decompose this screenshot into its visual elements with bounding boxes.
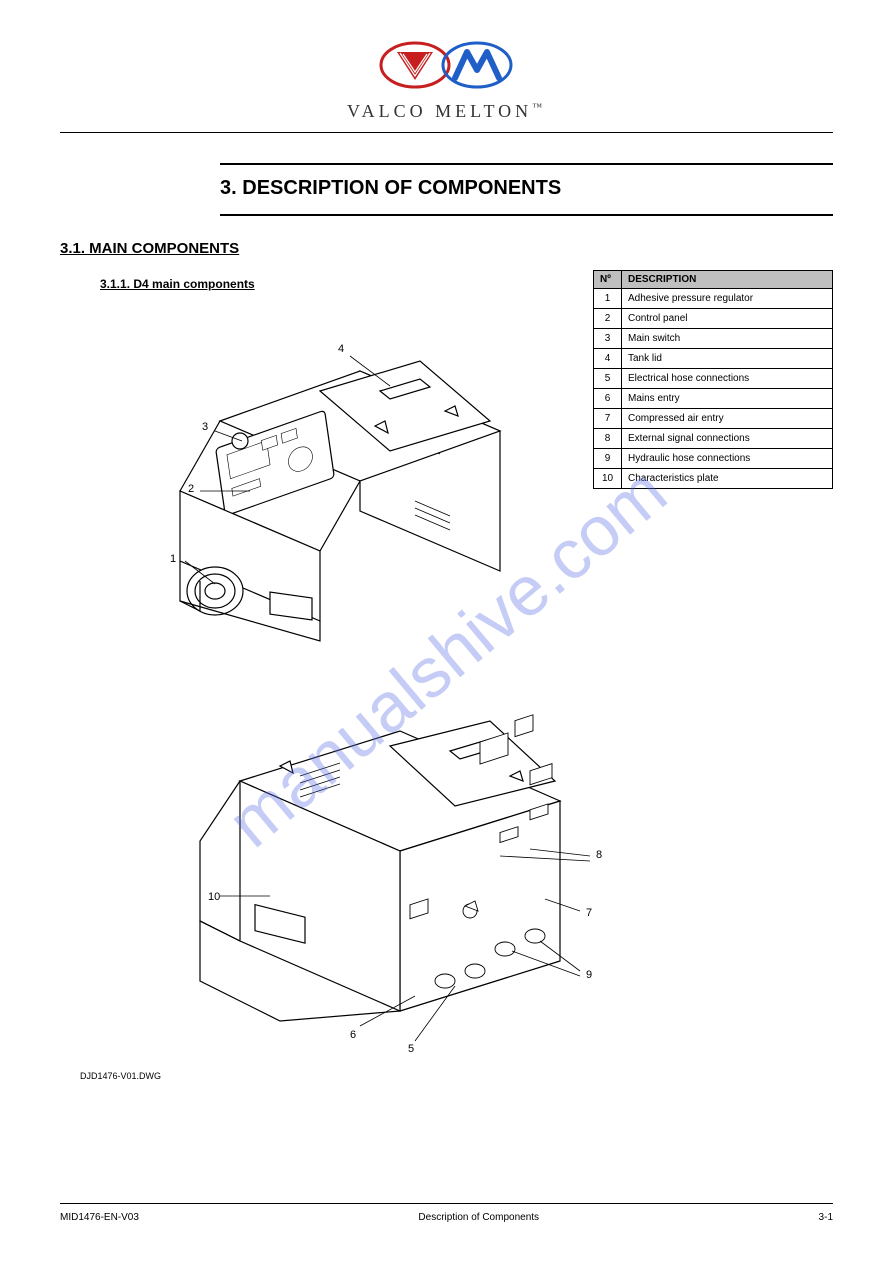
col-desc: DESCRIPTION [622, 271, 833, 289]
brand-name: VALCO MELTON™ [347, 101, 547, 122]
title-rule-top [220, 163, 833, 165]
title-rule-bottom [220, 214, 833, 216]
dwg-filename: DJD1476-V01.DWG [80, 1071, 161, 1081]
page-footer: MID1476-EN-V03 Description of Components… [60, 1203, 833, 1223]
table-row: 10Characteristics plate [594, 469, 833, 489]
diagram-area: 1 2 3 4 [80, 301, 620, 1081]
footer-divider [60, 1203, 833, 1204]
col-num: Nº [594, 271, 622, 289]
callout-4: 4 [338, 343, 344, 355]
trademark: ™ [532, 102, 546, 113]
table-row: 3Main switch [594, 329, 833, 349]
logo-area: VALCO MELTON™ [60, 40, 833, 122]
table-header-row: Nº DESCRIPTION [594, 271, 833, 289]
brand-logo: VALCO MELTON™ [347, 40, 547, 122]
table-row: 1Adhesive pressure regulator [594, 289, 833, 309]
table-row: 5Electrical hose connections [594, 369, 833, 389]
callout-10: 10 [208, 891, 220, 903]
device-bottom-svg [160, 681, 620, 1061]
table-row: 7Compressed air entry [594, 409, 833, 429]
callout-3: 3 [202, 421, 208, 433]
callout-9: 9 [586, 969, 592, 981]
footer-row: MID1476-EN-V03 Description of Components… [60, 1212, 833, 1223]
callout-5: 5 [408, 1043, 414, 1055]
chapter-number: 3. [220, 177, 237, 199]
parts-table: Nº DESCRIPTION 1Adhesive pressure regula… [593, 270, 833, 489]
footer-doc-id: MID1476-EN-V03 [60, 1212, 139, 1223]
table-row: 4Tank lid [594, 349, 833, 369]
callout-1: 1 [170, 553, 176, 565]
callout-8: 8 [596, 849, 602, 861]
logo-svg [347, 40, 547, 94]
table-row: 9Hydraulic hose connections [594, 449, 833, 469]
table-row: 8External signal connections [594, 429, 833, 449]
chapter-title-block: 3. DESCRIPTION OF COMPONENTS [220, 163, 833, 216]
brand-text: VALCO MELTON [347, 101, 532, 121]
device-top-svg [120, 301, 540, 661]
page: VALCO MELTON™ 3. DESCRIPTION OF COMPONEN… [0, 0, 893, 1263]
chapter-title: 3. DESCRIPTION OF COMPONENTS [220, 177, 833, 200]
table-row: 2Control panel [594, 309, 833, 329]
chapter-title-text: DESCRIPTION OF COMPONENTS [242, 177, 561, 199]
callout-6: 6 [350, 1029, 356, 1041]
callout-2: 2 [188, 483, 194, 495]
callout-7: 7 [586, 907, 592, 919]
footer-page: 3-1 [819, 1212, 833, 1223]
table-row: 6Mains entry [594, 389, 833, 409]
header-divider [60, 132, 833, 133]
content-area: 3.1. MAIN COMPONENTS 3.1.1. D4 main comp… [60, 240, 833, 1081]
section-heading: 3.1. MAIN COMPONENTS [60, 240, 833, 257]
footer-section: Description of Components [418, 1212, 539, 1223]
